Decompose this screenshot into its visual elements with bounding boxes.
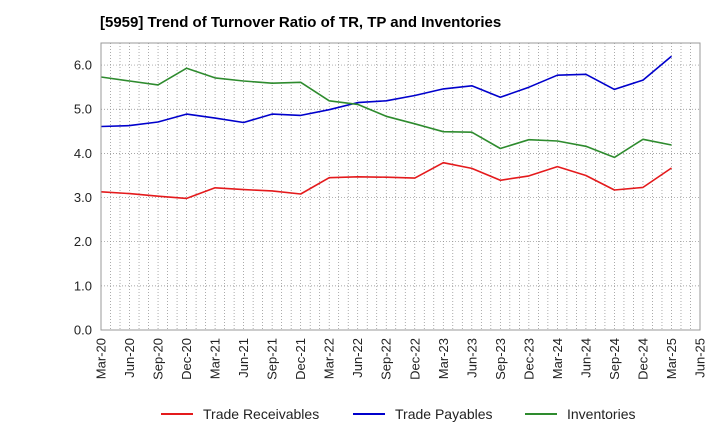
x-tick-label: Dec-20 bbox=[179, 338, 194, 380]
x-tick-label: Mar-22 bbox=[322, 338, 337, 379]
legend-label: Trade Receivables bbox=[203, 406, 319, 422]
x-tick-label: Mar-25 bbox=[664, 338, 679, 379]
x-tick-label: Mar-20 bbox=[94, 338, 109, 379]
x-tick-label: Dec-22 bbox=[407, 338, 422, 380]
y-tick-label: 0.0 bbox=[74, 323, 92, 338]
x-tick-label: Mar-23 bbox=[436, 338, 451, 379]
x-tick-label: Jun-24 bbox=[578, 338, 593, 378]
y-tick-label: 5.0 bbox=[74, 102, 92, 117]
series-line-inventories bbox=[100, 67, 672, 159]
x-tick-label: Mar-21 bbox=[208, 338, 223, 379]
x-tick-label: Sep-23 bbox=[493, 338, 508, 380]
y-tick-label: 4.0 bbox=[74, 146, 92, 161]
axes: 0.0 1.0 2.0 3.0 4.0 5.0 6.0 Mar-20 Jun-20 Sep-20 D… bbox=[74, 42, 708, 380]
x-tick-label: Jun-23 bbox=[464, 338, 479, 378]
y-tick-label: 1.0 bbox=[74, 278, 92, 293]
x-tick-label: Dec-23 bbox=[521, 338, 536, 380]
series-line-trade-receivables bbox=[100, 161, 672, 200]
plot-area-border bbox=[100, 42, 701, 331]
legend: Trade Receivables Trade Payables Inventori… bbox=[161, 406, 635, 422]
x-tick-label: Jun-21 bbox=[236, 338, 251, 378]
x-tick-label: Jun-22 bbox=[350, 338, 365, 378]
x-tick-label: Sep-21 bbox=[265, 338, 280, 380]
x-tick-label: Jun-20 bbox=[122, 338, 137, 378]
series-lines bbox=[100, 55, 673, 200]
grid bbox=[101, 43, 700, 330]
y-tick-label: 6.0 bbox=[74, 58, 92, 73]
x-tick-label: Mar-24 bbox=[550, 338, 565, 379]
series-line-trade-payables bbox=[100, 55, 673, 128]
x-tick-label: Sep-24 bbox=[607, 338, 622, 380]
x-tick-label: Dec-24 bbox=[635, 338, 650, 380]
y-tick-label: 2.0 bbox=[74, 234, 92, 249]
legend-label: Trade Payables bbox=[395, 406, 493, 422]
x-tick-label: Jun-25 bbox=[693, 338, 708, 378]
chart-title: [5959] Trend of Turnover Ratio of TR, TP… bbox=[100, 14, 502, 31]
y-tick-label: 3.0 bbox=[74, 190, 92, 205]
legend-label: Inventories bbox=[567, 406, 635, 422]
x-tick-label: Dec-21 bbox=[293, 338, 308, 380]
x-tick-label: Sep-22 bbox=[379, 338, 394, 380]
x-tick-label: Sep-20 bbox=[151, 338, 166, 380]
